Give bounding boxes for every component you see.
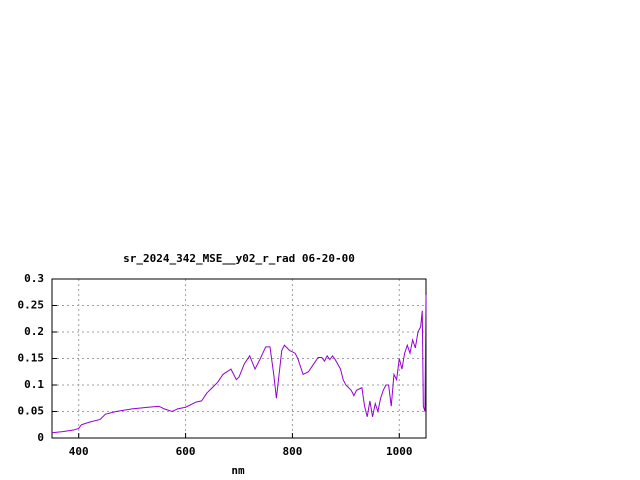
- chart-title: sr_2024_342_MSE__y02_r_rad 06-20-00: [123, 252, 355, 265]
- y-tick-label: 0.1: [24, 378, 44, 391]
- y-tick-label: 0.25: [18, 299, 45, 312]
- x-tick-label: 400: [69, 445, 89, 458]
- x-axis-label: nm: [231, 464, 245, 477]
- x-tick-label: 600: [176, 445, 196, 458]
- y-tick-label: 0.05: [18, 405, 45, 418]
- y-tick-label: 0: [37, 431, 44, 444]
- y-tick-label: 0.2: [24, 325, 44, 338]
- plot-frame: [51, 278, 427, 439]
- y-tick-label: 0.15: [18, 352, 45, 365]
- data-line: [51, 294, 427, 434]
- y-tick-label: 0.3: [24, 272, 44, 285]
- x-tick-label: 800: [282, 445, 302, 458]
- x-tick-label: 1000: [386, 445, 413, 458]
